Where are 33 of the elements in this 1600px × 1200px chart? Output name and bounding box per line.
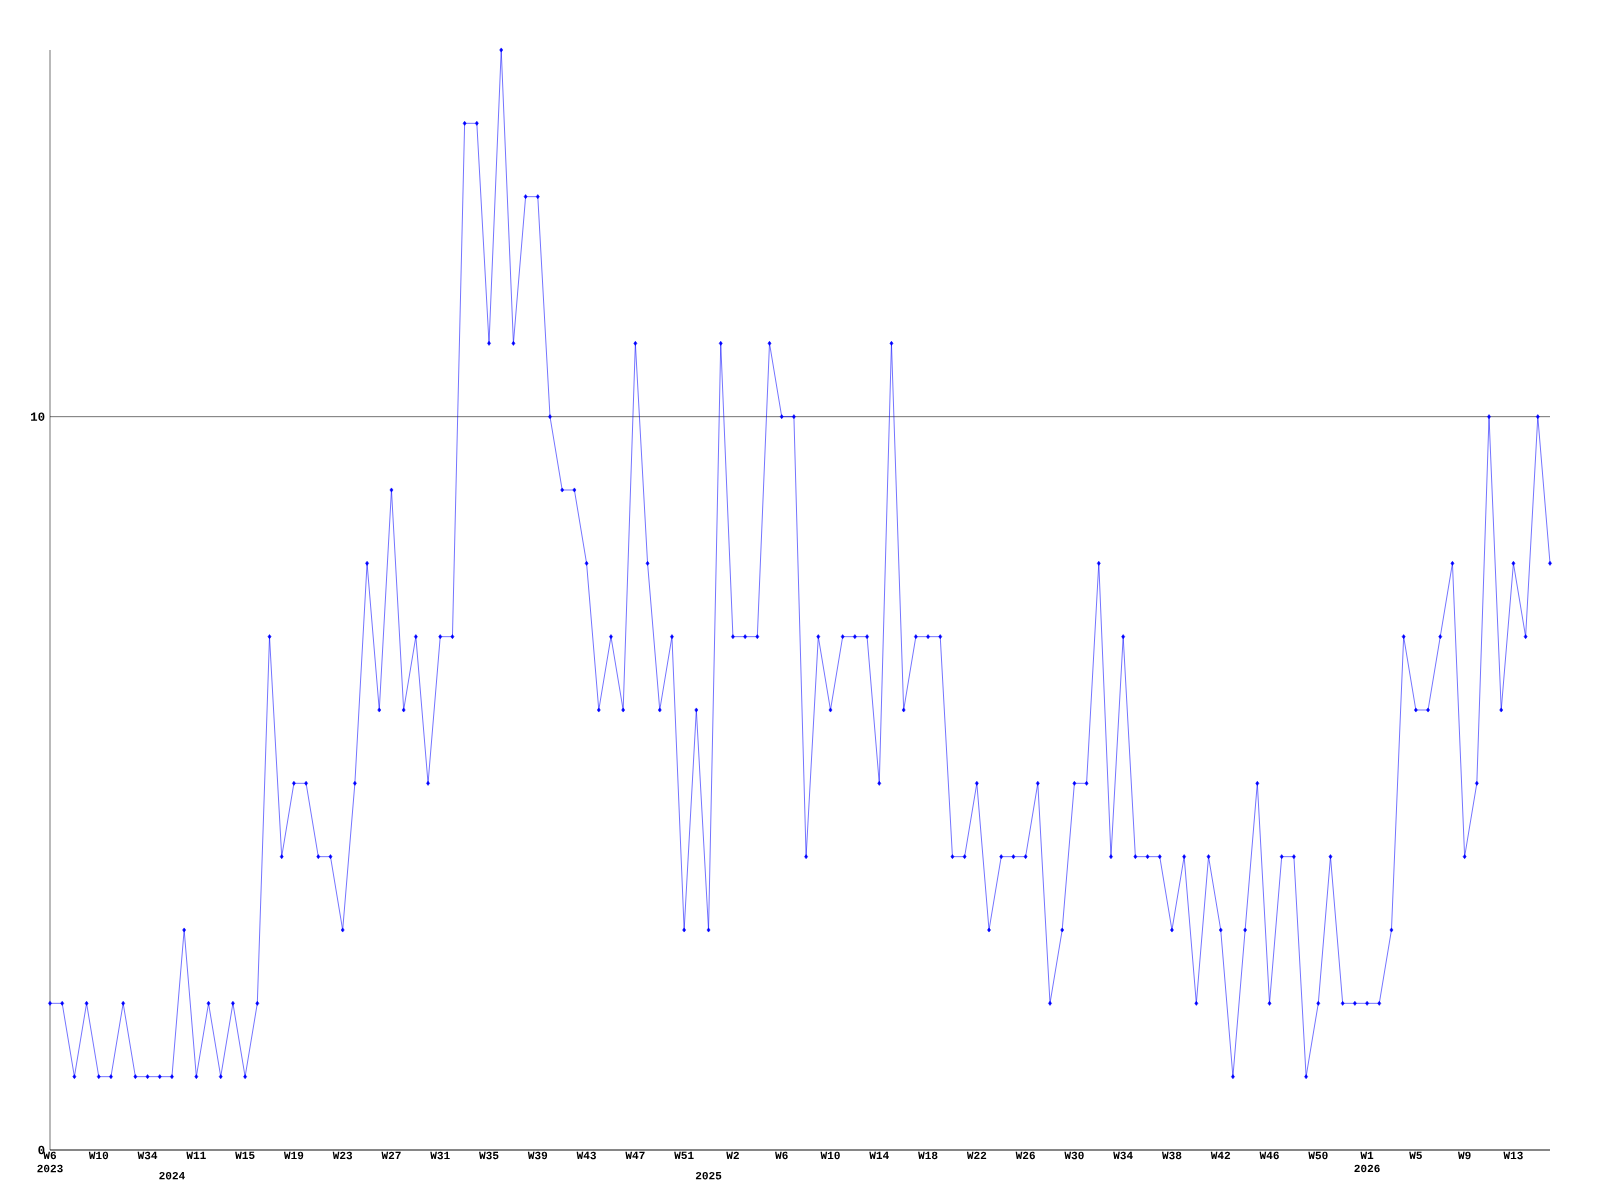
x-tick-label: W42: [1210, 1151, 1231, 1160]
x-tick-label: W26: [1015, 1151, 1035, 1160]
x-tick-label: W39: [527, 1151, 548, 1160]
x-tick-label: W47: [625, 1151, 645, 1159]
x-tick-label: W35: [479, 1151, 499, 1160]
x-tick-label: W23: [332, 1151, 353, 1160]
x-tick-label: W9: [1458, 1151, 1471, 1160]
x-tick-label: W13: [1503, 1151, 1523, 1160]
y-tick-label: 10: [31, 412, 45, 421]
x-tick-label: W5: [1409, 1151, 1422, 1160]
x-tick-label: W10: [820, 1151, 840, 1160]
x-tick-label: W1 2026: [1354, 1151, 1380, 1173]
x-tick-label: W2: [726, 1151, 739, 1160]
x-tick-label: W15: [235, 1151, 255, 1160]
x-tick-label: W43: [576, 1151, 596, 1160]
x-tick-label: W19: [283, 1151, 304, 1160]
x-tick-label: W10: [88, 1151, 109, 1160]
x-tick-label: W46: [1259, 1151, 1279, 1160]
x-tick-label: W11: [186, 1151, 206, 1159]
x-tick-label: W38: [1161, 1151, 1182, 1160]
x-tick-label: W22: [966, 1151, 987, 1160]
x-tick-label: W14: [869, 1151, 889, 1159]
x-tick-label: W34: [137, 1151, 158, 1160]
x-tick-label: W18: [918, 1151, 938, 1160]
x-tick-label: W31: [430, 1151, 450, 1160]
x-tick-label: W50: [1308, 1151, 1328, 1160]
x-tick-label: W27: [381, 1151, 401, 1160]
x-tick-label: 2024: [159, 1171, 185, 1180]
x-tick-label: W6: [775, 1151, 788, 1160]
x-tick-label: 2025: [695, 1171, 722, 1180]
x-tick-label: W34: [1113, 1151, 1133, 1160]
x-tick-label: W30: [1064, 1151, 1084, 1160]
x-tick-label: W51: [674, 1151, 694, 1160]
